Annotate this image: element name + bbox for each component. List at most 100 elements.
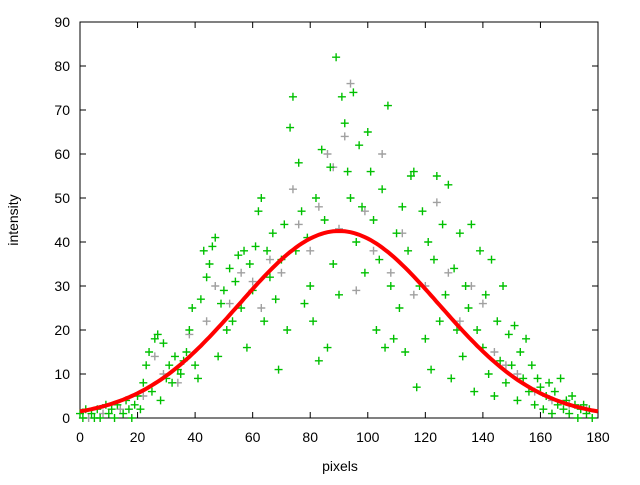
x-tick-label: 40 [187,429,203,445]
y-tick-label: 0 [62,410,70,426]
data-point-series-1 [257,194,266,202]
data-point-series-1 [438,220,447,229]
data-point-series-1 [444,180,453,189]
data-point-series-1 [568,392,577,400]
data-point-series-0 [116,405,125,414]
data-point-series-1 [545,378,554,387]
data-point-series-1 [217,299,226,308]
data-point-series-1 [205,260,214,268]
data-point-series-0 [288,185,297,194]
y-tick-label: 60 [54,146,70,162]
data-point-series-1 [441,290,450,299]
data-point-series-1 [349,88,358,97]
data-point-series-1 [311,194,320,202]
y-tick-label: 10 [54,366,70,382]
data-point-series-1 [504,330,513,339]
data-point-series-1 [188,304,197,312]
data-point-series-0 [409,290,418,299]
fit-curve [79,228,599,414]
y-tick-label: 70 [54,102,70,118]
data-point-series-1 [418,207,427,216]
data-point-series-1 [507,361,516,370]
data-point-series-1 [481,290,490,299]
data-point-series-1 [487,255,496,264]
x-tick-label: 20 [130,429,146,445]
data-point-series-0 [265,255,274,264]
data-point-series-0 [386,268,395,277]
data-point-series-1 [536,383,545,392]
data-point-series-1 [455,229,464,238]
data-point-series-1 [493,317,502,326]
data-point-series-1 [539,405,548,414]
data-point-series-1 [139,378,148,387]
data-point-series-1 [234,251,243,260]
data-point-series-1 [119,409,128,418]
data-point-series-1 [470,387,479,396]
x-axis-label: pixels [322,458,358,474]
data-point-series-0 [277,268,286,277]
data-point-series-0 [513,370,522,378]
data-point-series-0 [346,79,355,88]
data-point-series-1 [409,167,418,176]
data-point-series-1 [127,414,136,422]
data-point-series-1 [473,326,482,334]
data-point-series-1 [185,326,194,334]
data-point-series-1 [484,370,493,378]
data-point-series-1 [306,282,315,290]
data-point-series-1 [142,361,151,370]
y-tick-label: 90 [54,14,70,30]
data-point-series-0 [360,207,369,216]
data-point-series-1 [156,396,165,405]
data-point-series-0 [237,268,246,277]
data-point-series-1 [395,304,404,312]
data-point-series-1 [153,330,162,339]
data-point-series-0 [455,317,464,326]
data-point-series-1 [208,242,217,251]
data-point-series-1 [191,361,200,370]
data-point-series-1 [283,326,292,334]
data-point-series-1 [320,216,329,224]
y-tick-label: 50 [54,190,70,206]
data-point-series-1 [254,207,263,216]
data-point-series-0 [323,150,332,158]
data-point-series-1 [78,414,87,422]
data-point-series-1 [317,145,326,154]
data-point-series-1 [136,405,145,414]
data-point-series-1 [510,321,519,330]
data-point-series-1 [182,348,191,356]
data-point-series-1 [260,317,269,326]
data-point-series-1 [170,352,179,361]
data-point-series-1 [533,374,542,383]
data-point-series-1 [314,356,323,365]
data-point-series-1 [450,264,459,273]
data-point-series-1 [369,216,378,224]
data-point-series-1 [294,158,303,167]
data-point-series-1 [286,123,295,132]
data-point-series-1 [556,374,565,383]
data-point-series-1 [573,414,582,422]
data-point-series-1 [381,343,390,352]
data-point-series-1 [202,273,211,282]
data-point-series-1 [329,260,338,268]
x-tick-label: 180 [586,429,610,445]
x-tick-label: 120 [414,429,438,445]
data-point-series-1 [389,334,398,343]
data-point-series-1 [145,348,154,356]
y-axis-label: intensity [5,194,21,245]
data-point-series-1 [110,414,119,422]
data-point-series-1 [424,238,433,246]
data-point-series-1 [383,101,392,110]
data-point-series-1 [358,202,367,211]
data-point-series-1 [406,172,415,180]
data-point-series-1 [300,299,309,308]
data-point-series-1 [104,409,113,418]
x-tick-label: 140 [471,429,495,445]
data-point-series-1 [288,92,297,101]
plot-frame [79,21,599,419]
data-point-series-1 [309,317,318,326]
data-point-series-0 [202,317,211,326]
data-point-series-1 [530,400,539,409]
data-point-series-1 [271,295,280,304]
data-point-series-1 [386,282,395,290]
